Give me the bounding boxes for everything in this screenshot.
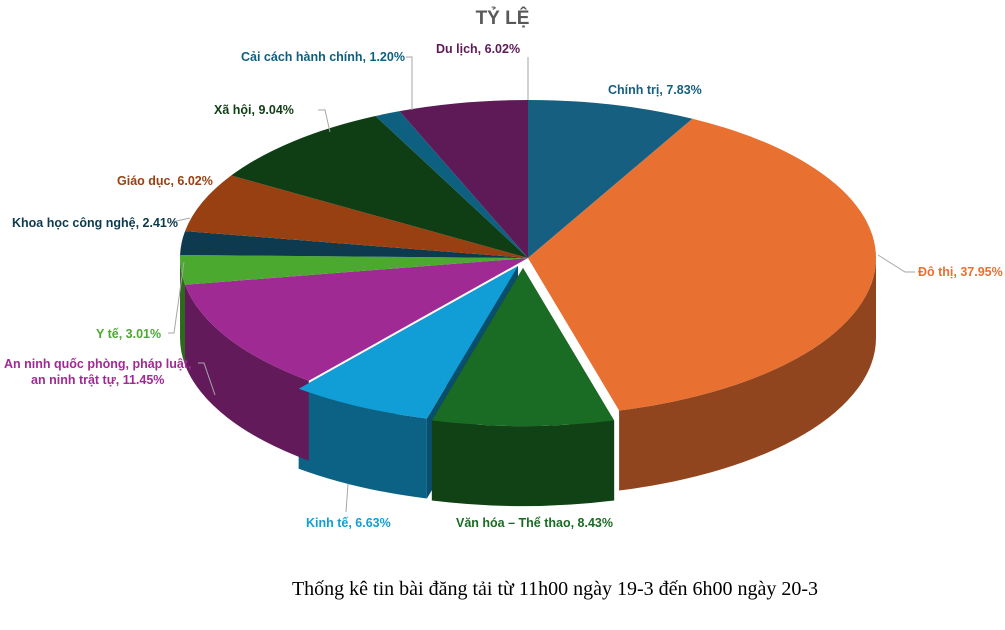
leader-line [171,217,191,223]
data-label: Văn hóa – Thể thao, 8.43% [456,516,613,530]
caption: Thống kê tin bài đăng tải từ 11h00 ngày … [291,578,819,600]
pie-slice-side [619,258,876,491]
data-label: Xã hội, 9.04% [214,103,294,117]
pie-slice-side [431,420,615,506]
data-label: Du lịch, 6.02% [436,42,521,56]
pie-slice [298,266,518,419]
leader-line [318,109,331,133]
data-label: Y tế, 3.01% [96,327,162,341]
leader-line [198,362,216,396]
data-label: Cải cách hành chính, 1.20% [241,50,405,64]
pie-slice [180,231,529,258]
pie-slice [399,100,528,258]
data-label: Khoa học công nghệ, 2.41% [12,216,178,230]
pie-slice [185,258,528,381]
pie-slice [375,111,528,258]
pie-slice [431,268,615,426]
data-label: An ninh quốc phòng, pháp luật, an ninh t… [4,357,192,387]
pie-slice-side [298,388,427,499]
leader-line [406,56,413,110]
pie-slice [231,115,528,259]
data-label: Đô thị, 37.95% [918,265,1003,279]
chart-title: TỶ LỆ [475,8,530,29]
leader-line [877,254,915,273]
data-label: Giáo dục, 6.02% [117,174,213,188]
data-label: Kinh tế, 6.63% [306,516,391,530]
pie-slice [528,100,693,258]
leader-line [345,483,349,513]
data-label: Chính trị, 7.83% [608,83,702,97]
pie-slice [185,175,528,258]
pie-slice [528,118,876,411]
leader-line [168,261,185,334]
pie-slice-side [185,284,309,461]
pie-slice [180,254,529,285]
